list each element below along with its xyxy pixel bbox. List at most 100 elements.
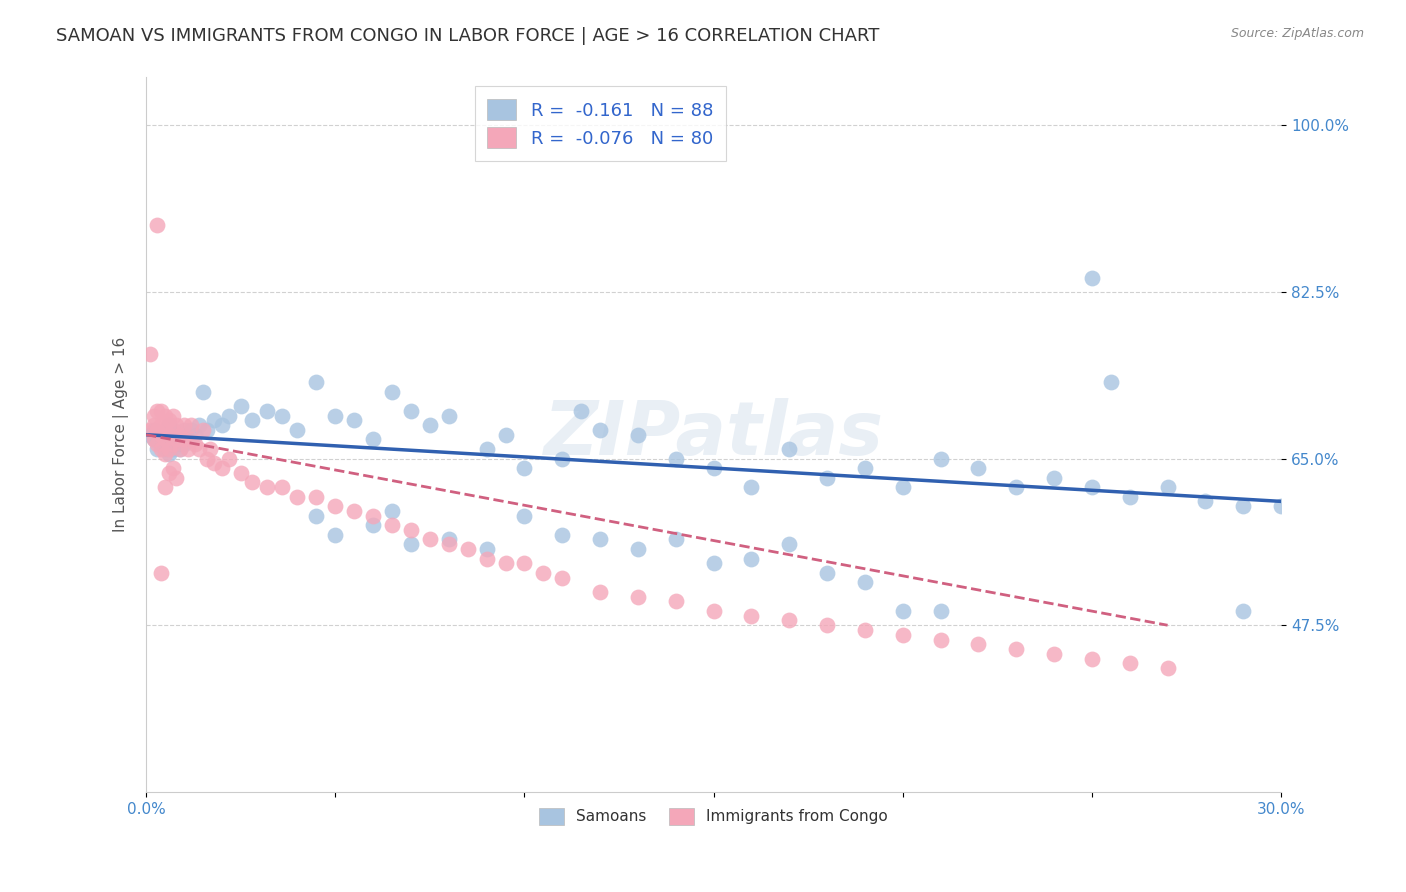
Point	[229, 399, 252, 413]
Point	[287, 423, 309, 437]
Point	[165, 437, 187, 451]
Point	[173, 433, 195, 447]
Point	[343, 413, 366, 427]
Point	[191, 423, 214, 437]
Point	[891, 480, 914, 494]
Point	[627, 541, 650, 556]
Point	[1156, 661, 1178, 675]
Point	[146, 218, 169, 232]
Point	[1270, 499, 1292, 513]
Point	[165, 418, 187, 433]
Point	[853, 461, 876, 475]
Point	[180, 433, 202, 447]
Point	[323, 409, 346, 423]
Point	[211, 418, 233, 433]
Point	[740, 551, 762, 566]
Point	[569, 404, 592, 418]
Point	[188, 418, 211, 433]
Point	[967, 637, 990, 651]
Point	[399, 404, 422, 418]
Point	[815, 566, 838, 580]
Point	[305, 490, 328, 504]
Point	[1005, 642, 1028, 657]
Point	[162, 423, 184, 437]
Point	[180, 418, 202, 433]
Point	[139, 423, 162, 437]
Point	[323, 499, 346, 513]
Point	[142, 433, 165, 447]
Point	[271, 409, 294, 423]
Point	[146, 442, 169, 456]
Point	[665, 594, 688, 608]
Point	[1119, 490, 1142, 504]
Point	[150, 442, 173, 456]
Point	[165, 427, 187, 442]
Point	[437, 533, 460, 547]
Point	[184, 437, 207, 451]
Point	[169, 442, 191, 456]
Point	[146, 404, 169, 418]
Point	[169, 442, 191, 456]
Point	[202, 456, 225, 470]
Point	[627, 590, 650, 604]
Point	[419, 418, 441, 433]
Point	[153, 433, 176, 447]
Point	[361, 508, 384, 523]
Point	[169, 427, 191, 442]
Point	[240, 475, 263, 490]
Point	[256, 404, 278, 418]
Point	[419, 533, 441, 547]
Point	[153, 423, 176, 437]
Point	[157, 447, 180, 461]
Point	[146, 433, 169, 447]
Point	[891, 604, 914, 618]
Point	[361, 518, 384, 533]
Point	[853, 623, 876, 637]
Point	[305, 376, 328, 390]
Point	[665, 451, 688, 466]
Point	[162, 437, 184, 451]
Point	[150, 427, 173, 442]
Point	[551, 571, 574, 585]
Point	[475, 442, 498, 456]
Point	[157, 442, 180, 456]
Point	[150, 566, 173, 580]
Point	[162, 423, 184, 437]
Point	[967, 461, 990, 475]
Point	[703, 604, 725, 618]
Point	[150, 427, 173, 442]
Point	[180, 423, 202, 437]
Point	[665, 533, 688, 547]
Point	[139, 347, 162, 361]
Point	[162, 442, 184, 456]
Point	[1043, 647, 1066, 661]
Point	[1119, 657, 1142, 671]
Point	[475, 551, 498, 566]
Point	[153, 442, 176, 456]
Point	[218, 409, 240, 423]
Point	[929, 604, 952, 618]
Point	[1081, 651, 1104, 665]
Point	[815, 618, 838, 632]
Point	[929, 451, 952, 466]
Point	[1081, 270, 1104, 285]
Point	[551, 451, 574, 466]
Point	[1232, 499, 1254, 513]
Point	[1099, 376, 1122, 390]
Text: SAMOAN VS IMMIGRANTS FROM CONGO IN LABOR FORCE | AGE > 16 CORRELATION CHART: SAMOAN VS IMMIGRANTS FROM CONGO IN LABOR…	[56, 27, 880, 45]
Point	[229, 466, 252, 480]
Point	[150, 418, 173, 433]
Point	[437, 409, 460, 423]
Point	[195, 423, 218, 437]
Point	[457, 541, 479, 556]
Point	[513, 461, 536, 475]
Legend: Samoans, Immigrants from Congo: Samoans, Immigrants from Congo	[530, 798, 897, 834]
Point	[703, 557, 725, 571]
Point	[169, 433, 191, 447]
Point	[157, 466, 180, 480]
Point	[287, 490, 309, 504]
Point	[361, 433, 384, 447]
Point	[173, 437, 195, 451]
Point	[153, 480, 176, 494]
Point	[150, 404, 173, 418]
